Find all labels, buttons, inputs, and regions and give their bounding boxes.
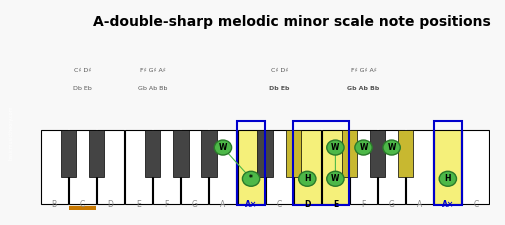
Text: C♯ D♯: C♯ D♯ xyxy=(271,68,288,73)
Text: H: H xyxy=(444,174,451,183)
Bar xyxy=(258,130,273,177)
Text: C: C xyxy=(80,200,85,209)
Text: basicmusictheory.com: basicmusictheory.com xyxy=(9,106,14,160)
Bar xyxy=(463,130,489,204)
Ellipse shape xyxy=(355,140,372,155)
Bar xyxy=(201,130,217,177)
Bar xyxy=(434,130,462,204)
Text: A×: A× xyxy=(245,200,257,209)
Text: Db Eb: Db Eb xyxy=(269,86,289,91)
Bar xyxy=(237,130,265,204)
Text: G: G xyxy=(389,200,394,209)
Bar xyxy=(153,130,180,204)
Text: *: * xyxy=(249,174,253,183)
Text: F♯ G♯ A♯: F♯ G♯ A♯ xyxy=(350,68,376,73)
Ellipse shape xyxy=(439,171,457,186)
Bar xyxy=(69,130,96,204)
Bar xyxy=(145,130,161,177)
Text: Db Eb: Db Eb xyxy=(73,86,92,91)
Bar xyxy=(97,130,124,204)
Ellipse shape xyxy=(298,171,316,186)
Text: B: B xyxy=(52,200,57,209)
Text: E: E xyxy=(333,200,338,209)
Text: H: H xyxy=(304,174,311,183)
Bar xyxy=(61,130,76,177)
Text: A: A xyxy=(417,200,422,209)
Text: F♯ G♯ A♯: F♯ G♯ A♯ xyxy=(140,68,166,73)
Bar xyxy=(125,130,152,204)
Text: A×: A× xyxy=(442,200,454,209)
Text: C: C xyxy=(277,200,282,209)
Text: C: C xyxy=(473,200,479,209)
Bar xyxy=(89,130,104,177)
Bar xyxy=(210,130,236,204)
Bar xyxy=(41,130,68,204)
Bar xyxy=(406,130,433,204)
Bar xyxy=(181,130,209,204)
Text: D: D xyxy=(108,200,114,209)
Text: D: D xyxy=(304,200,311,209)
Text: W: W xyxy=(360,143,368,152)
Bar xyxy=(285,130,301,177)
Text: W: W xyxy=(387,143,396,152)
Text: A: A xyxy=(220,200,226,209)
Text: C♯ D♯: C♯ D♯ xyxy=(74,68,91,73)
Ellipse shape xyxy=(327,171,344,186)
Bar xyxy=(378,130,405,204)
Ellipse shape xyxy=(242,171,260,186)
Bar xyxy=(294,130,321,204)
Text: W: W xyxy=(219,143,227,152)
Bar xyxy=(398,130,414,177)
Text: Gb Ab Bb: Gb Ab Bb xyxy=(138,86,167,91)
Bar xyxy=(350,130,377,204)
Bar xyxy=(266,130,293,204)
Text: Gb Ab Bb: Gb Ab Bb xyxy=(347,86,380,91)
Text: W: W xyxy=(331,143,339,152)
Title: A-double-sharp melodic minor scale note positions: A-double-sharp melodic minor scale note … xyxy=(93,15,491,29)
Bar xyxy=(370,130,385,177)
Bar xyxy=(342,130,357,177)
Text: E: E xyxy=(136,200,141,209)
Bar xyxy=(173,130,188,177)
Ellipse shape xyxy=(214,140,232,155)
Bar xyxy=(322,130,349,204)
Text: F: F xyxy=(165,200,169,209)
Text: W: W xyxy=(331,174,339,183)
Text: G: G xyxy=(192,200,198,209)
Ellipse shape xyxy=(327,140,344,155)
Text: F: F xyxy=(361,200,366,209)
Ellipse shape xyxy=(383,140,400,155)
